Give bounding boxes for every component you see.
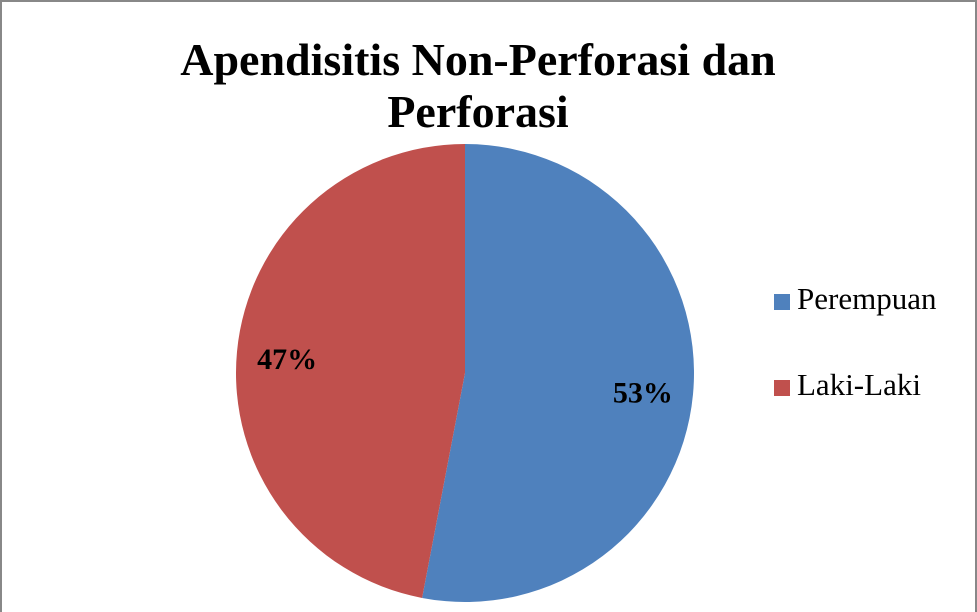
legend-label: Laki-Laki	[797, 367, 921, 402]
legend-swatch	[774, 380, 790, 396]
pie-slice	[422, 144, 694, 602]
chart-title: Apendisitis Non-Perforasi dan Perforasi	[180, 34, 776, 137]
legend-label: Perempuan	[797, 281, 937, 316]
data-label: 47%	[257, 343, 317, 376]
pie-slice	[235, 144, 465, 598]
data-label: 53%	[613, 377, 673, 410]
legend-swatch	[774, 294, 790, 310]
